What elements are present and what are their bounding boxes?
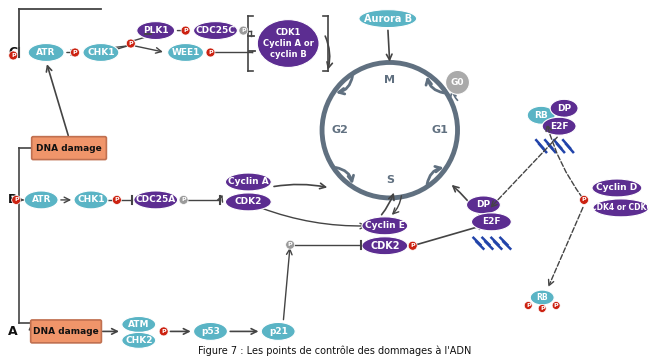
Ellipse shape [122,317,156,332]
Text: PLK1: PLK1 [143,26,168,35]
Text: M: M [384,75,395,85]
Text: G1: G1 [431,125,448,135]
Text: P: P [241,28,246,33]
Circle shape [112,195,121,204]
FancyBboxPatch shape [31,320,101,343]
Text: C: C [8,46,17,59]
Ellipse shape [257,20,319,67]
Ellipse shape [24,191,58,209]
Text: DNA damage: DNA damage [36,144,102,153]
Text: P: P [181,197,186,202]
Circle shape [580,195,588,204]
Text: RB: RB [536,293,548,302]
Text: P: P [208,50,213,55]
Text: DNA damage: DNA damage [33,327,99,336]
Ellipse shape [193,322,227,340]
Circle shape [239,26,248,35]
Circle shape [70,48,79,57]
Circle shape [286,240,295,249]
Circle shape [446,70,470,94]
FancyBboxPatch shape [32,137,107,160]
Text: G2: G2 [331,125,348,135]
Text: CDK4 or CDK6: CDK4 or CDK6 [590,204,651,213]
Circle shape [159,327,168,336]
Circle shape [9,51,17,60]
Circle shape [538,304,546,312]
Text: Aurora B: Aurora B [364,14,412,24]
Ellipse shape [466,196,501,214]
Text: P: P [540,306,544,311]
Text: P: P [11,53,15,58]
Text: P: P [288,242,293,247]
Circle shape [179,195,188,204]
Text: E2F: E2F [482,217,501,226]
Text: DP: DP [557,104,571,113]
Text: P: P [582,197,586,202]
Ellipse shape [28,43,64,61]
Text: A: A [8,325,18,338]
Text: CDK1
Cyclin A or
cyclin B: CDK1 Cyclin A or cyclin B [263,28,313,59]
Text: P: P [183,28,188,33]
Ellipse shape [83,43,119,61]
Ellipse shape [593,199,649,217]
Text: P: P [161,329,166,334]
Text: p21: p21 [269,327,288,336]
Text: CDK2: CDK2 [235,197,262,206]
Text: ATM: ATM [128,320,150,329]
Circle shape [181,26,190,35]
Ellipse shape [225,173,271,191]
Ellipse shape [542,117,576,135]
Text: G0: G0 [451,78,464,87]
Ellipse shape [527,106,555,124]
Circle shape [408,241,417,250]
Text: P: P [115,197,119,202]
Text: P: P [14,197,19,202]
Text: CHK1: CHK1 [87,48,115,57]
Ellipse shape [362,217,408,235]
Text: ATR: ATR [32,195,51,204]
Ellipse shape [550,99,578,117]
Text: DP: DP [476,200,491,209]
Text: WEE1: WEE1 [171,48,200,57]
Circle shape [126,39,136,48]
Text: Cyclin D: Cyclin D [597,183,637,192]
Text: B: B [8,194,17,206]
Text: Cyclin A: Cyclin A [228,177,268,186]
Ellipse shape [472,213,511,231]
Circle shape [12,195,21,204]
Text: CDK2: CDK2 [370,241,399,251]
Ellipse shape [134,191,178,209]
Text: ATR: ATR [36,48,56,57]
Text: p53: p53 [201,327,220,336]
Ellipse shape [122,332,156,348]
Text: CDC25C: CDC25C [195,26,236,35]
Text: P: P [72,50,77,55]
Ellipse shape [362,237,408,255]
Text: E2F: E2F [550,122,568,131]
Text: RB: RB [534,111,548,120]
Text: CDC25A: CDC25A [136,195,176,204]
Text: CHK2: CHK2 [125,336,152,345]
Ellipse shape [530,290,554,305]
Text: P: P [411,243,415,248]
Text: CHK1: CHK1 [77,195,105,204]
Ellipse shape [74,191,108,209]
Text: P: P [554,303,558,308]
Ellipse shape [137,22,174,39]
Circle shape [206,48,215,57]
Ellipse shape [261,322,295,340]
Ellipse shape [168,43,203,61]
Text: Figure 7 : Les points de contrôle des dommages à l'ADN: Figure 7 : Les points de contrôle des do… [199,346,472,356]
Ellipse shape [359,10,417,28]
Ellipse shape [193,22,238,39]
Text: P: P [128,41,133,46]
Ellipse shape [225,193,271,211]
Ellipse shape [592,179,641,197]
Circle shape [524,302,532,309]
Circle shape [552,302,560,309]
Text: S: S [386,175,394,185]
Text: Cyclin E: Cyclin E [365,221,405,230]
Text: P: P [526,303,531,308]
